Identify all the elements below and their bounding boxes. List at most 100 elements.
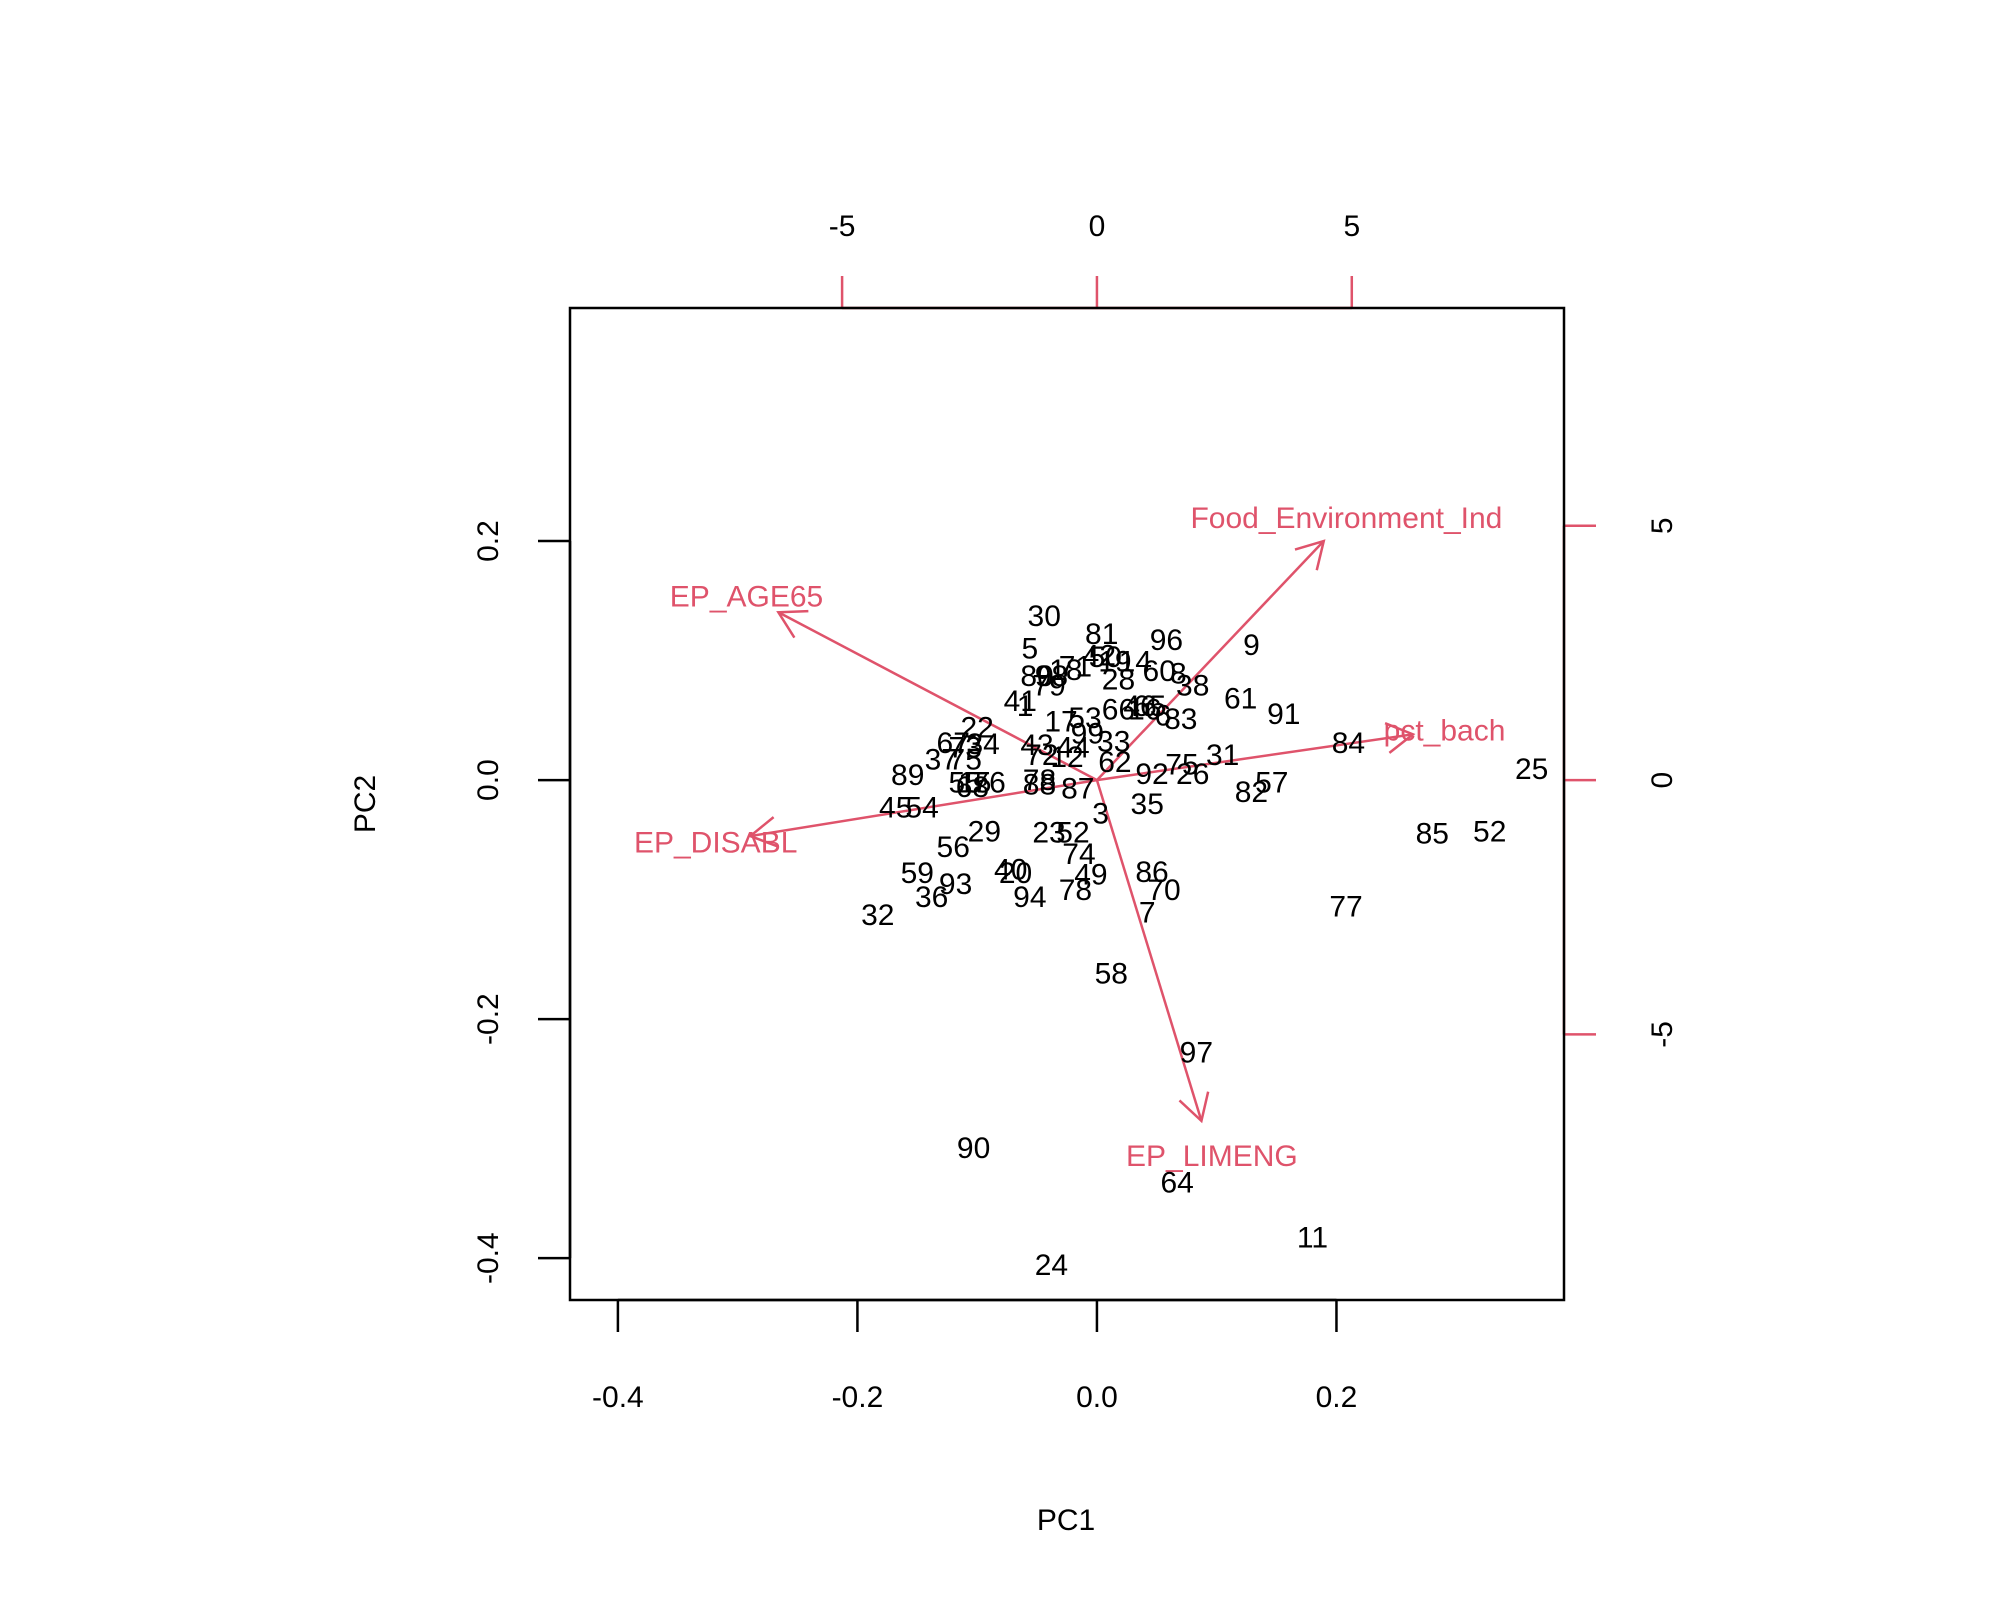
arrow-shaft	[750, 778, 1098, 838]
right-loading-axis: -5 0 5	[1562, 517, 1679, 1048]
observation-label: 83	[1164, 703, 1197, 736]
observation-label: 40	[994, 854, 1027, 887]
observation-label: 58	[1095, 958, 1128, 991]
observation-label: 96	[1150, 624, 1183, 657]
top-tick-label: 5	[1343, 210, 1360, 243]
observation-label: 36	[915, 881, 948, 914]
observation-label: 64	[1160, 1167, 1193, 1200]
observation-label: 28	[1102, 664, 1135, 697]
x-axis: -0.4 -0.2 0.0 0.2	[592, 1298, 1358, 1414]
observation-label: 11	[1297, 1222, 1328, 1255]
top-loading-axis: -5 0 5	[829, 210, 1360, 310]
observation-label: 15	[958, 766, 991, 799]
observation-label: 88	[1023, 769, 1056, 802]
observation-label: 50	[1089, 641, 1122, 674]
arrow-head	[1178, 1091, 1210, 1124]
observation-label: 68	[956, 771, 989, 804]
top-tick-label: 0	[1089, 210, 1106, 243]
observation-label: 8	[1170, 658, 1187, 691]
observation-label: 82	[1235, 776, 1268, 809]
y-axis: -0.4 -0.2 0.0 0.2	[472, 520, 572, 1284]
observation-label: 79	[1032, 669, 1065, 702]
observation-label: 34	[966, 728, 999, 761]
x-tick-label: 0.2	[1316, 1381, 1358, 1414]
observation-label: 54	[905, 791, 938, 824]
observation-label: 99	[1071, 717, 1104, 750]
observation-label: 57	[1255, 766, 1288, 799]
observation-label: 19	[1098, 646, 1131, 679]
observation-label: 24	[1035, 1249, 1068, 1282]
observation-label: 62	[1098, 746, 1131, 779]
observation-label: 93	[939, 868, 972, 901]
arrow-shaft	[777, 611, 1098, 782]
observation-label: 85	[1416, 818, 1449, 851]
right-tick-label: 0	[1646, 772, 1679, 789]
observation-label: 66	[1102, 693, 1135, 726]
top-tick-label: -5	[829, 210, 856, 243]
observation-label: 12	[1050, 741, 1083, 774]
observation-label: 29	[968, 815, 1001, 848]
observation-label: 59	[901, 857, 934, 890]
loading-arrows: Food_Environment_Ind EP_AGE65 pct_bach EP_D…	[634, 502, 1505, 1173]
observation-label: 78	[1059, 874, 1092, 907]
observation-label: 52	[1056, 816, 1089, 849]
observation-label: 1	[1017, 690, 1034, 723]
observation-label: 23	[1032, 816, 1065, 849]
variable-label: EP_DISABL	[634, 827, 797, 860]
observation-label: 37	[925, 744, 958, 777]
observation-label: 75	[1165, 748, 1198, 781]
observation-label: 5	[1022, 632, 1039, 665]
loading-arrow: Food_Environment_Ind	[1096, 502, 1502, 781]
observation-label: 49	[1074, 858, 1107, 891]
observation-label: 97	[1180, 1036, 1213, 1069]
observation-label: 41	[1004, 685, 1037, 718]
observation-label: 92	[1135, 758, 1168, 791]
loading-arrow: EP_AGE65	[670, 580, 1098, 782]
observation-label: 60	[1143, 655, 1176, 688]
observation-label: 98	[1035, 660, 1068, 693]
observation-label: 67	[937, 727, 970, 760]
observation-label: 3	[1092, 797, 1109, 830]
observation-label: 46	[1123, 690, 1156, 723]
observation-label: 18	[1049, 654, 1082, 687]
observation-label: 53	[1068, 702, 1101, 735]
arrow-shaft	[1095, 779, 1203, 1122]
observation-label: 72	[1025, 739, 1058, 772]
observation-label: 31	[1206, 739, 1239, 772]
observation-label: 74	[1062, 838, 1095, 871]
observation-label: 7	[1139, 897, 1156, 930]
observation-label: 65	[1133, 690, 1166, 723]
x-tick-label: -0.2	[832, 1381, 884, 1414]
observation-label: 38	[1176, 669, 1209, 702]
plot-frame	[568, 306, 1566, 1302]
observation-label: 78	[1023, 764, 1056, 797]
observation-label: 32	[861, 899, 894, 932]
observation-label: 87	[1061, 772, 1094, 805]
loading-arrow: pct_bach	[1096, 715, 1506, 782]
loading-arrow: EP_LIMENG	[1095, 779, 1298, 1173]
observation-label: 81	[1085, 618, 1118, 651]
y-tick-label: -0.2	[472, 993, 505, 1045]
observation-label: 76	[972, 766, 1005, 799]
variable-label: EP_LIMENG	[1126, 1140, 1298, 1173]
y-tick-label: -0.4	[472, 1232, 505, 1284]
observation-label: 20	[999, 857, 1032, 890]
observation-label: 45	[879, 791, 912, 824]
x-axis-title: PC1	[1037, 1504, 1095, 1537]
observation-label: 94	[1013, 881, 1046, 914]
plot-content: Food_Environment_Ind EP_AGE65 pct_bach EP_D…	[634, 502, 1548, 1282]
arrow-head	[747, 816, 779, 848]
observation-label: 91	[1267, 698, 1300, 731]
y-tick-label: 0.0	[472, 759, 505, 801]
right-tick-label: 5	[1646, 517, 1679, 534]
observation-label: 75	[949, 744, 982, 777]
variable-label: pct_bach	[1384, 715, 1506, 748]
right-tick-label: -5	[1646, 1021, 1679, 1048]
x-tick-label: 0.0	[1076, 1381, 1118, 1414]
observation-label: 77	[1329, 891, 1362, 924]
loading-arrow: EP_DISABL	[634, 778, 1098, 860]
observation-label: 26	[1176, 758, 1209, 791]
observation-label: 14	[1119, 646, 1152, 679]
